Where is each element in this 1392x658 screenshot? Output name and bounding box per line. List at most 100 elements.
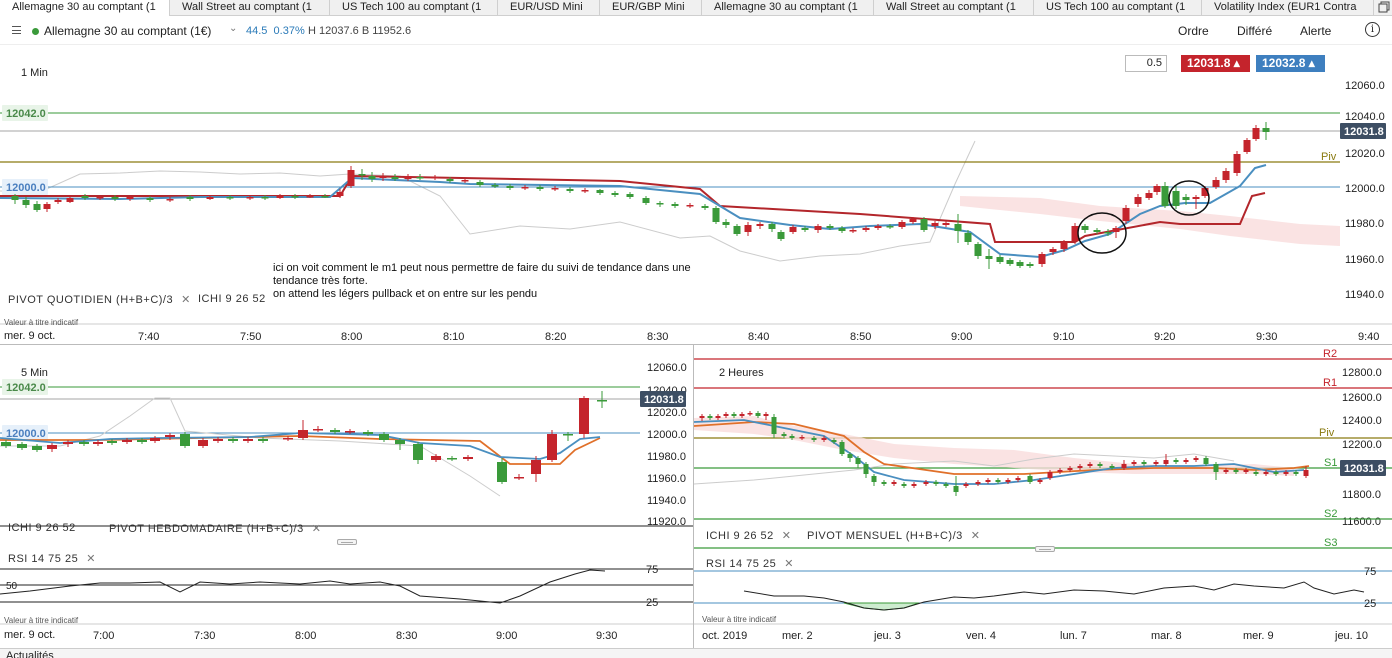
price-axis-label: 11960.0 [647,473,686,485]
candle-5min [463,457,473,459]
rsi-level-label: 75 [646,564,658,576]
time-axis-label: 8:50 [850,331,871,343]
indicator-ichimoku[interactable]: ICHI 9 26 52 [198,293,266,305]
indicator-pivot-weekly[interactable]: PIVOT HEBDOMADAIRE (H+B+C)/3 ✕ [109,522,321,535]
candle-5min [283,438,293,440]
ichimoku-cloud [694,416,1294,476]
main-candle [1049,249,1057,252]
candle-2h [799,437,805,439]
price-axis-label: 12040.0 [1345,111,1385,123]
candle-5min [63,442,73,444]
candle-2h [1233,470,1239,472]
main-candle [416,177,424,179]
indicator-rsi-5min[interactable]: RSI 14 75 25 ✕ [8,552,96,565]
tab-us-tech-100[interactable]: US Tech 100 au comptant (1 [330,0,498,16]
chikou-span-line [694,453,1235,485]
market-open-indicator [32,28,39,35]
sell-button[interactable]: 12031.8 ▴ [1181,55,1250,72]
main-candle [521,187,529,189]
close-icon[interactable]: ✕ [311,523,322,535]
candle-2h [891,482,897,484]
candle-5min [313,429,323,431]
indicative-note: Valeur à titre indicatif [4,318,79,327]
main-candle [81,196,89,198]
main-candle [744,225,752,232]
current-price-tag: 12031.8 [1344,463,1384,475]
indicator-pivot-monthly[interactable]: PIVOT MENSUEL (H+B+C)/3 ✕ [807,529,980,542]
deferred-order-button[interactable]: Différé [1237,24,1273,38]
tab-wall-street-2[interactable]: Wall Street au comptant (1 [874,0,1034,16]
candle-2h [1203,458,1209,464]
instrument-name[interactable]: Allemagne 30 au comptant (1€) [44,24,212,38]
chart-2h[interactable]: 12800.012600.012400.012200.012000.011800… [694,346,1392,648]
main-candle [686,205,694,207]
alert-button[interactable]: Alerte [1300,24,1332,38]
candle-2h [747,413,753,415]
main-chart-1min[interactable]: 12060.0 12040.0 12020.0 12000.0 11980.0 11960… [0,46,1392,346]
tab-eur-usd[interactable]: EUR/USD Mini [498,0,600,16]
candle-2h [831,440,837,442]
close-icon[interactable]: ✕ [784,558,794,570]
pivot-level-label: Piv [1319,427,1335,439]
tab-eur-gbp[interactable]: EUR/GBP Mini [600,0,702,16]
tab-volatility-index[interactable]: Volatility Index (EUR1 Contra [1202,0,1374,16]
news-bar[interactable]: Actualités [0,648,1392,658]
main-candle [996,257,1004,262]
date-axis-label: lun. 7 [1060,630,1087,642]
chevron-down-icon[interactable]: ⌄ [229,23,238,34]
indicator-ichimoku-5min[interactable]: ICHI 9 26 52 [8,522,76,534]
close-icon[interactable]: ✕ [970,530,981,542]
buy-button[interactable]: 12032.8 ▴ [1256,55,1325,72]
candle-2h [1223,470,1229,472]
price-axis-label: 12600.0 [1342,392,1382,404]
candle-2h [963,484,969,486]
candle-5min [137,440,147,442]
level-tag-12042: 12042.0 [6,108,46,120]
close-icon[interactable]: ✕ [181,294,191,306]
menu-icon[interactable] [12,26,21,34]
order-button[interactable]: Ordre [1178,24,1209,38]
resize-handle[interactable] [1035,546,1055,552]
candle-2h [771,417,777,434]
tab-label: US Tech 100 au comptant (1 [1046,1,1186,13]
tenkan-sen-line [694,419,1305,485]
main-candle [1122,208,1130,221]
kijun-sen-line [0,174,1266,243]
main-candle [43,204,51,209]
current-price-tag-bg [640,391,686,407]
tab-us-tech-100-2[interactable]: US Tech 100 au comptant (1 [1034,0,1202,16]
price-axis-label: 11920.0 [647,516,686,528]
quantity-input[interactable]: 0.5 [1125,55,1167,72]
candle-2h [985,480,991,482]
tab-bar: Allemagne 30 au comptant (1 Wall Street … [0,0,1392,16]
tab-allemagne-30[interactable]: Allemagne 30 au comptant (1 [0,0,170,16]
main-candle [826,226,834,228]
chart-5min[interactable]: 12060.012040.012020.012000.011980.011960… [0,346,693,648]
time-axis-label: 9:30 [1256,331,1277,343]
tab-allemagne-30-2[interactable]: Allemagne 30 au comptant (1 [702,0,874,16]
restore-window-icon[interactable] [1378,1,1390,13]
panel-divider[interactable] [0,344,1392,345]
candle-2h [739,414,745,416]
main-candle [838,228,846,231]
candle-2h [1283,472,1289,474]
main-candle [1243,140,1251,152]
close-icon[interactable]: ✕ [781,530,792,542]
resize-handle[interactable] [337,539,357,545]
pivot-label: Piv [1321,151,1337,163]
price-axis-label: 12800.0 [1342,367,1382,379]
indicator-rsi-2h[interactable]: RSI 14 75 25 ✕ [706,557,794,570]
candle-5min [213,439,223,441]
panel-divider[interactable] [693,345,694,648]
info-icon[interactable]: i [1365,22,1380,37]
indicator-pivot-daily[interactable]: PIVOT QUOTIDIEN (H+B+C)/3 ✕ [8,293,191,306]
time-axis-label: 7:00 [93,630,114,642]
indicator-ichimoku-2h[interactable]: ICHI 9 26 52 ✕ [706,529,791,542]
close-icon[interactable]: ✕ [86,553,96,565]
main-candle [1233,154,1241,173]
chikou-span-line [0,397,501,497]
main-candle [461,180,469,182]
candle-2h [881,482,887,484]
candle-2h [1087,464,1093,466]
tab-wall-street[interactable]: Wall Street au comptant (1 [170,0,330,16]
